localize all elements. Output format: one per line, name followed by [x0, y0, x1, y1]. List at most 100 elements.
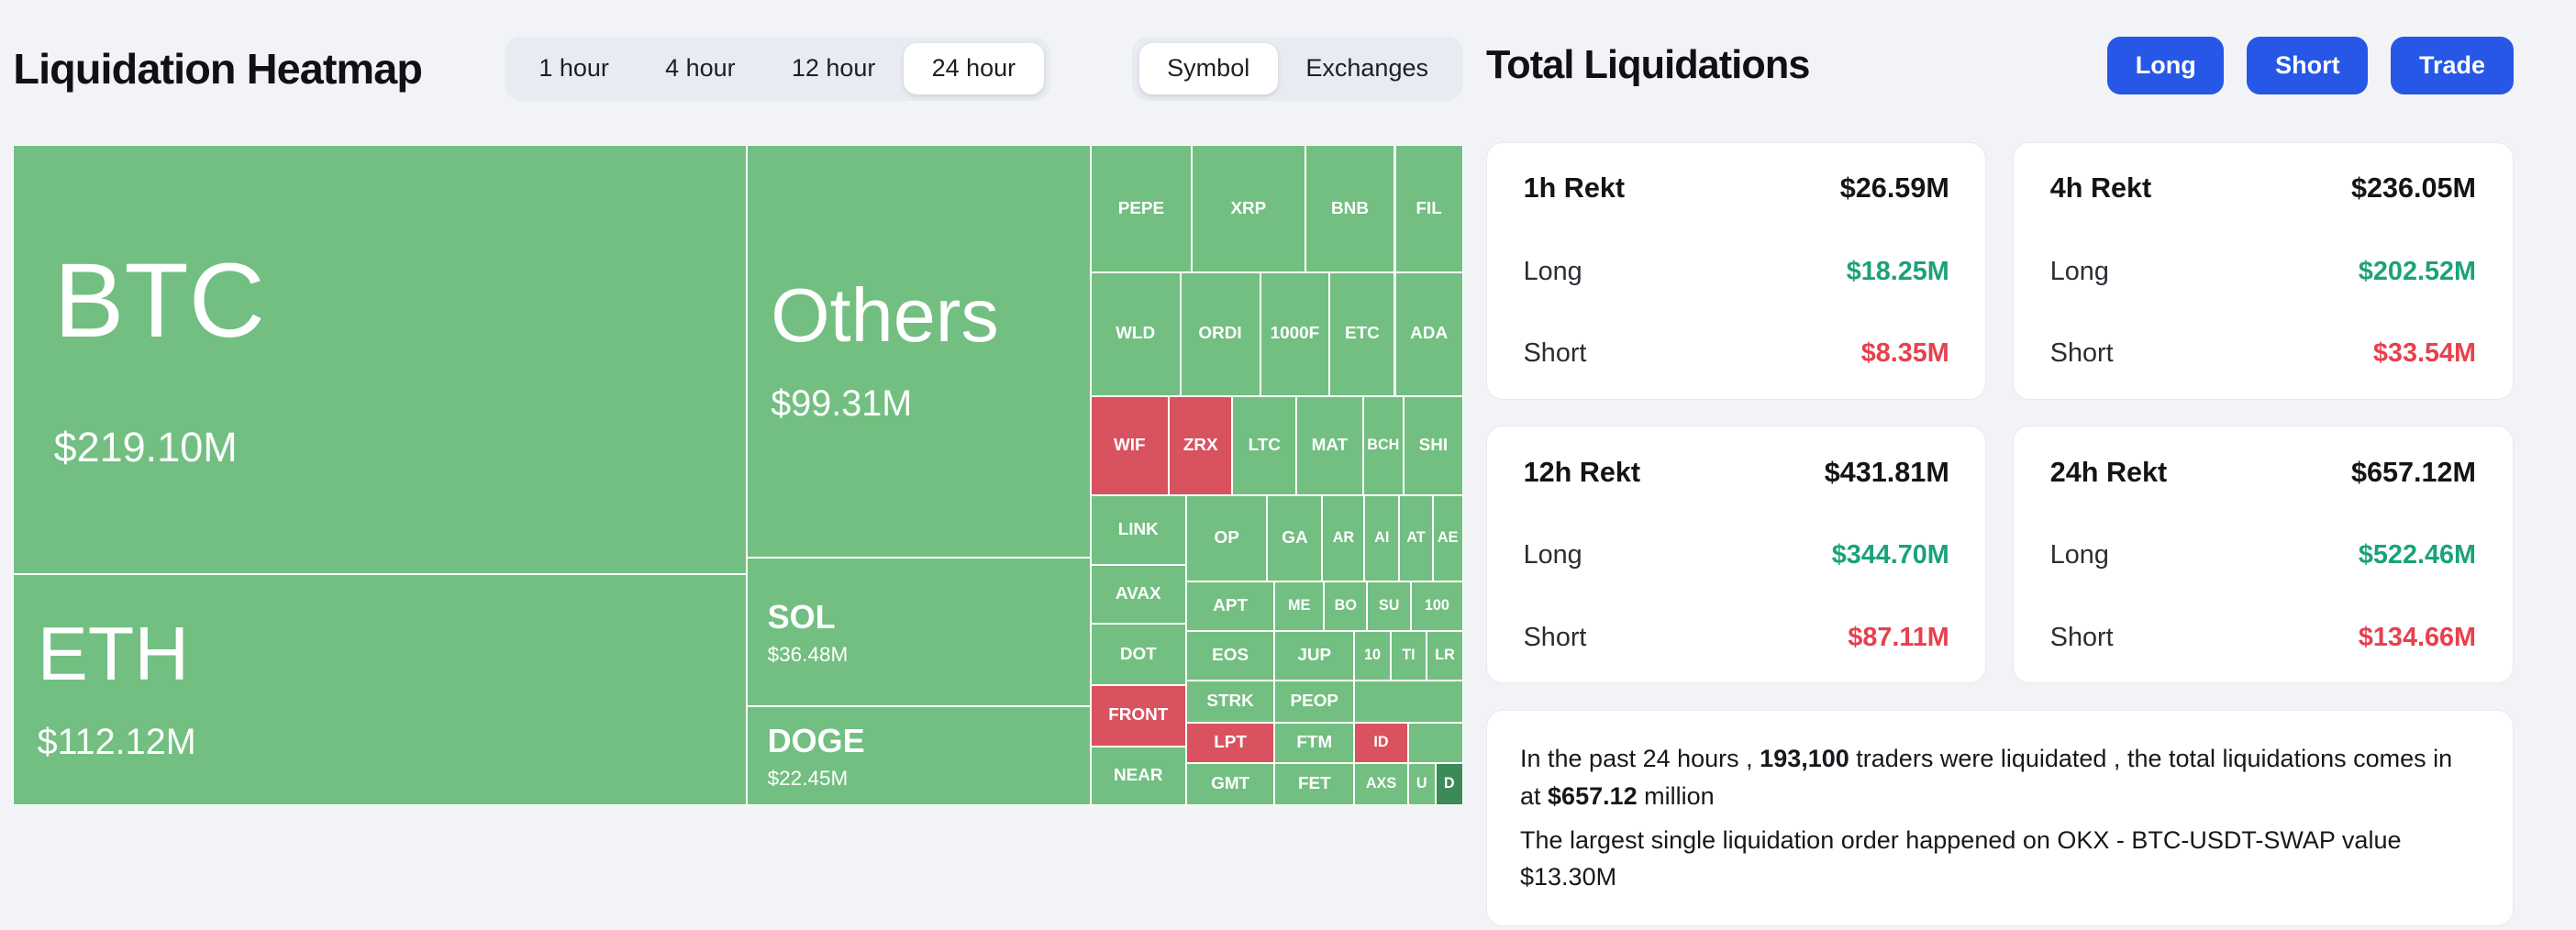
stats-card-12h: 12h Rekt $431.81M Long $344.70M Short $87.11M: [1486, 426, 1987, 684]
treemap-cell-apt[interactable]: APT: [1185, 581, 1275, 631]
treemap-cell-gmt[interactable]: GMT: [1185, 762, 1275, 806]
cell-label: LINK: [1117, 519, 1159, 539]
treemap-cell-dot[interactable]: DOT: [1090, 624, 1186, 685]
treemap-cell-ltc[interactable]: LTC: [1232, 395, 1297, 495]
treemap-cell-others[interactable]: Others $99.31M: [747, 145, 1091, 559]
card-row: 12h Rekt $431.81M: [1524, 457, 1949, 489]
treemap-cell-bch[interactable]: BCH: [1362, 395, 1404, 495]
long-button[interactable]: Long: [2107, 36, 2225, 94]
short-value: $134.66M: [2358, 622, 2476, 652]
card-row: Long $522.46M: [2050, 540, 2476, 570]
treemap-cell-ga[interactable]: GA: [1267, 494, 1323, 581]
treemap-cell-bo[interactable]: BO: [1324, 581, 1368, 631]
treemap-cell-ai[interactable]: AI: [1364, 494, 1400, 581]
card-row: 24h Rekt $657.12M: [2050, 457, 2476, 489]
treemap-cell-10[interactable]: 10: [1354, 630, 1391, 681]
treemap-cell-at[interactable]: AT: [1399, 494, 1433, 581]
treemap-cell-su[interactable]: SU: [1367, 581, 1411, 631]
view-tab-exchanges[interactable]: Exchanges: [1278, 43, 1457, 94]
time-tab-4-hour[interactable]: 4 hour: [637, 43, 763, 94]
cell-label: SOL: [767, 597, 836, 636]
treemap-cell-ordi[interactable]: ORDI: [1180, 271, 1260, 396]
treemap-cell-d[interactable]: D: [1435, 762, 1463, 806]
card-row: Short $33.54M: [2050, 338, 2476, 369]
cell-label: ADA: [1410, 324, 1449, 344]
cell-label: LR: [1435, 647, 1455, 664]
treemap-cell-ftm[interactable]: FTM: [1274, 723, 1355, 763]
cell-label: OP: [1214, 527, 1239, 548]
cell-label: ETC: [1345, 324, 1380, 344]
treemap-cell-strk[interactable]: STRK: [1185, 680, 1275, 724]
cell-value: $112.12M: [37, 722, 196, 763]
summary-line-2: The largest single liquidation order hap…: [1520, 825, 2402, 891]
cell-label: WLD: [1116, 324, 1156, 344]
short-label: Short: [1523, 338, 1587, 369]
time-tab-1-hour[interactable]: 1 hour: [511, 43, 638, 94]
cell-label: ETH: [37, 611, 190, 697]
cell-label: BO: [1334, 597, 1357, 614]
card-row: 1h Rekt $26.59M: [1524, 172, 1949, 205]
long-label: Long: [1523, 256, 1582, 286]
time-tab-12-hour[interactable]: 12 hour: [763, 43, 904, 94]
treemap-cell-peop[interactable]: PEOP: [1274, 680, 1355, 724]
treemap-cell-me[interactable]: ME: [1274, 581, 1325, 631]
treemap-cell-ti[interactable]: TI: [1390, 630, 1427, 681]
treemap-cell-ae[interactable]: AE: [1432, 494, 1463, 581]
treemap-cell-blank-48[interactable]: [1407, 723, 1463, 763]
treemap-cell-u[interactable]: U: [1407, 762, 1436, 806]
cell-label: LTC: [1248, 435, 1281, 455]
treemap-cell-axs[interactable]: AXS: [1354, 762, 1408, 806]
time-tab-24-hour[interactable]: 24 hour: [903, 42, 1044, 94]
treemap-cell-fet[interactable]: FET: [1274, 762, 1355, 806]
treemap-cell-pepe[interactable]: PEPE: [1090, 145, 1193, 272]
cell-label: U: [1416, 775, 1427, 792]
treemap-cell-near[interactable]: NEAR: [1090, 746, 1186, 806]
treemap-cell-doge[interactable]: DOGE $22.45M: [747, 706, 1091, 806]
treemap-cell-avax[interactable]: AVAX: [1090, 564, 1186, 625]
treemap-cell-op[interactable]: OP: [1185, 494, 1268, 581]
card-row: Short $134.66M: [2050, 623, 2476, 653]
treemap-cell-100[interactable]: 100: [1410, 581, 1463, 631]
stats-card-24h: 24h Rekt $657.12M Long $522.46M Short $134.66…: [2013, 426, 2514, 684]
treemap-cell-lr[interactable]: LR: [1427, 630, 1463, 681]
total-liquidations-title: Total Liquidations: [1486, 42, 1810, 87]
cell-value: $22.45M: [767, 766, 849, 790]
cell-label: 100: [1424, 597, 1449, 614]
cell-label: MAT: [1311, 435, 1349, 455]
treemap-cell-ada[interactable]: ADA: [1394, 271, 1463, 396]
treemap-cell-1000f[interactable]: 1000F: [1260, 271, 1330, 396]
treemap-cell-wld[interactable]: WLD: [1090, 271, 1181, 396]
short-button[interactable]: Short: [2247, 36, 2369, 94]
treemap-cell-ar[interactable]: AR: [1322, 494, 1365, 581]
treemap-cell-lpt[interactable]: LPT: [1185, 723, 1275, 763]
treemap-cell-mat[interactable]: MAT: [1296, 395, 1363, 495]
card-title: 12h Rekt: [1523, 456, 1641, 488]
treemap-cell-link[interactable]: LINK: [1090, 494, 1186, 565]
treemap-cell-front[interactable]: FRONT: [1090, 684, 1186, 747]
treemap-cell-zrx[interactable]: ZRX: [1168, 395, 1233, 495]
treemap-cell-shi[interactable]: SHI: [1403, 395, 1463, 495]
card-total-value: $657.12M: [2350, 456, 2476, 488]
treemap-cell-blank-45[interactable]: [1354, 680, 1463, 724]
header-right: Total Liquidations Long Short Trade: [1486, 36, 2514, 94]
treemap-cell-jup[interactable]: JUP: [1274, 630, 1355, 681]
treemap-cell-id[interactable]: ID: [1354, 723, 1408, 763]
cell-label: ORDI: [1198, 324, 1242, 344]
cell-label: AT: [1406, 529, 1426, 547]
treemap-cell-bnb[interactable]: BNB: [1305, 145, 1395, 272]
treemap-cell-wif[interactable]: WIF: [1090, 395, 1169, 495]
trade-button[interactable]: Trade: [2391, 36, 2514, 94]
treemap-cell-fil[interactable]: FIL: [1394, 145, 1463, 272]
card-row: Long $344.70M: [1524, 540, 1949, 570]
treemap-cell-eth[interactable]: ETH $112.12M: [13, 574, 748, 806]
stats-cards: 1h Rekt $26.59M Long $18.25M Short $8.35M 4h R…: [1486, 141, 2514, 684]
treemap-cell-etc[interactable]: ETC: [1329, 271, 1395, 396]
treemap-cell-eos[interactable]: EOS: [1185, 630, 1275, 681]
treemap-cell-xrp[interactable]: XRP: [1192, 145, 1305, 272]
treemap-cell-btc[interactable]: BTC $219.10M: [13, 145, 748, 575]
card-title: 24h Rekt: [2049, 456, 2168, 488]
card-total-value: $26.59M: [1839, 172, 1949, 205]
view-tab-symbol[interactable]: Symbol: [1138, 42, 1278, 94]
treemap-cell-sol[interactable]: SOL $36.48M: [747, 558, 1091, 707]
